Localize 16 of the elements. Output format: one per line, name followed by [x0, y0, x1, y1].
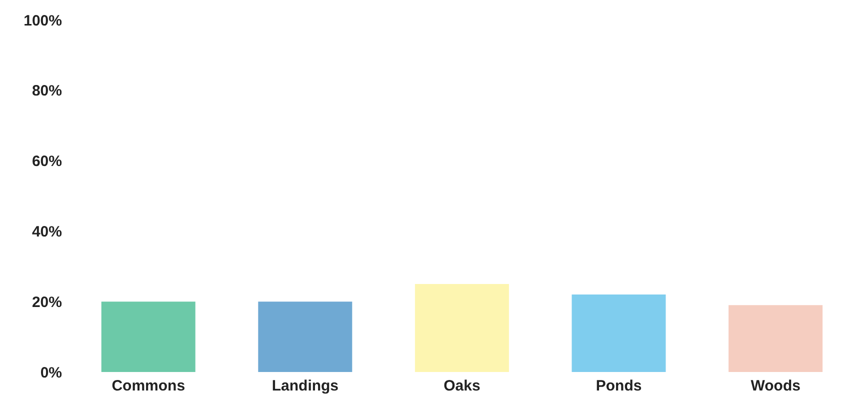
- bar: [728, 305, 823, 372]
- x-tick-label: Landings: [272, 378, 339, 395]
- y-tick-label: 0%: [40, 364, 62, 382]
- bar: [258, 302, 352, 372]
- y-tick-label: 60%: [32, 153, 62, 170]
- x-tick-label: Commons: [112, 378, 186, 395]
- bar: [414, 284, 509, 372]
- y-tick-label: 80%: [32, 82, 62, 100]
- y-tick-label: 40%: [32, 224, 62, 241]
- y-tick-label: 20%: [32, 294, 62, 311]
- bar: [572, 294, 666, 372]
- bar: [101, 302, 196, 372]
- y-tick-label: 100%: [24, 12, 62, 30]
- x-tick-label: Woods: [750, 378, 800, 395]
- x-tick-label: Ponds: [596, 378, 642, 395]
- x-tick-label: Oaks: [444, 378, 480, 395]
